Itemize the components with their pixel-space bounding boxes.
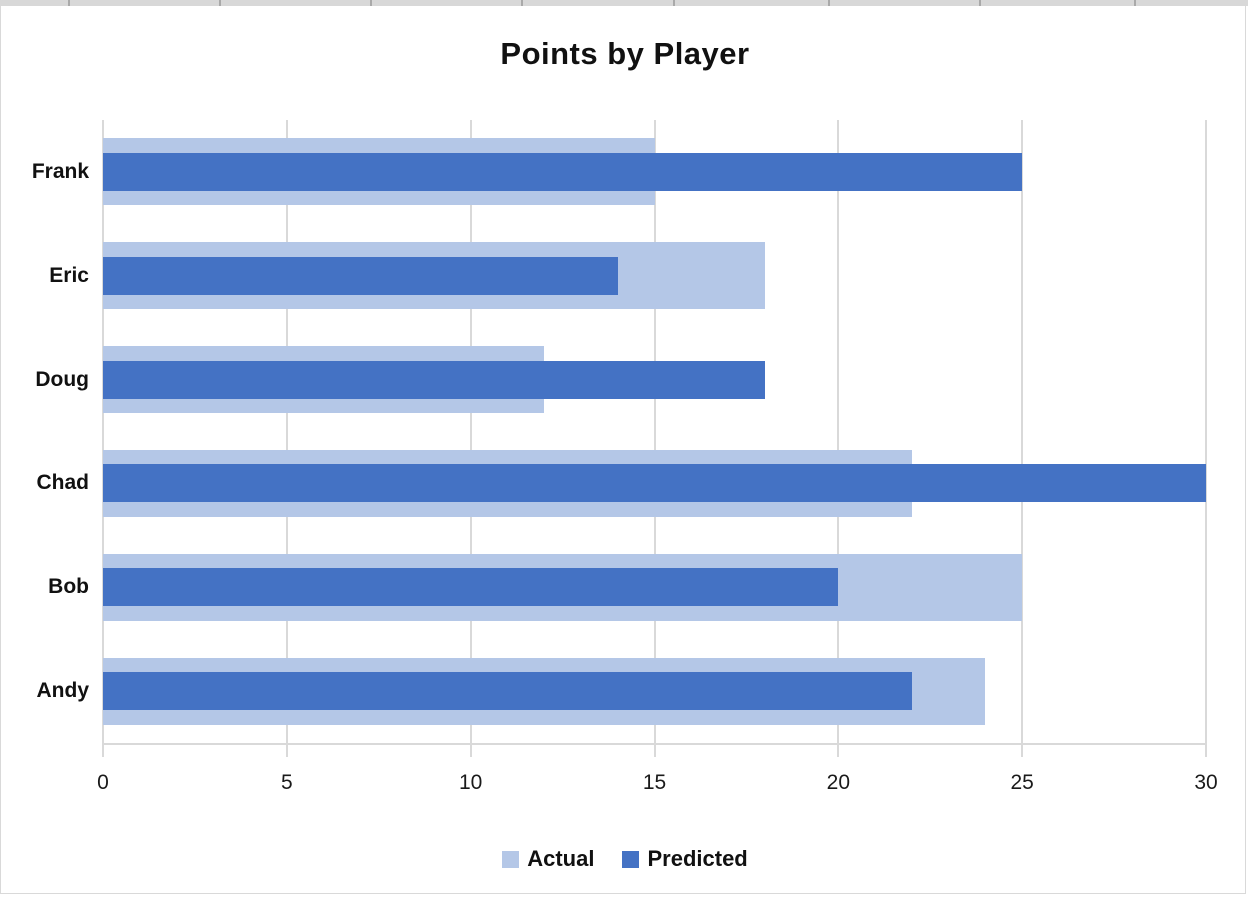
chart-title[interactable]: Points by Player [500, 36, 750, 71]
x-axis-tickmark [1205, 743, 1207, 757]
legend-label-actual: Actual [527, 846, 595, 871]
x-axis-tick-label: 20 [826, 771, 850, 794]
bar-predicted-andy[interactable] [103, 672, 912, 711]
y-axis-category-label: Bob [48, 575, 89, 599]
x-gridline [469, 120, 472, 743]
x-gridline [102, 120, 104, 743]
x-axis-tickmark [285, 743, 288, 757]
x-axis-tickmark [837, 743, 840, 757]
spreadsheet-column-separator [68, 0, 70, 6]
x-axis-tick-label: 0 [97, 771, 109, 794]
x-axis-tick-label: 10 [458, 771, 483, 794]
chart-area[interactable]: Points by Player 0 5 10 15 20 25 30 Frank Eric Do… [0, 6, 1246, 894]
x-axis-tickmark [469, 743, 472, 757]
x-axis-tick-label: 15 [642, 771, 667, 794]
spreadsheet-column-separator [521, 0, 523, 6]
bar-predicted-eric[interactable] [103, 256, 618, 295]
legend-swatch-actual [502, 850, 520, 868]
bar-predicted-chad[interactable] [103, 464, 1206, 503]
x-gridline [653, 120, 656, 743]
x-axis-tickmark [1021, 743, 1024, 757]
x-axis-tickmark [653, 743, 656, 757]
y-axis-category-label: Chad [36, 471, 90, 495]
y-axis-category-label: Eric [49, 263, 89, 287]
legend-swatch-predicted [622, 850, 640, 868]
spreadsheet-column-separator [1134, 0, 1136, 6]
x-axis-line [103, 743, 1206, 745]
spreadsheet-column-separator [673, 0, 675, 6]
legend: Actual Predicted [1, 842, 1248, 876]
bar-predicted-bob[interactable] [103, 568, 839, 607]
x-axis-tickmark [102, 743, 104, 757]
x-axis-tick-label: 30 [1194, 771, 1218, 794]
plot-area: 0 5 10 15 20 25 30 Frank Eric Doug Chad Bob Andy [1, 6, 1248, 901]
spreadsheet-column-separator [979, 0, 981, 6]
x-gridline [837, 120, 840, 743]
x-gridline [1205, 120, 1207, 743]
y-axis-category-label: Frank [31, 159, 89, 183]
x-axis-tick-label: 5 [280, 771, 293, 794]
y-axis-category-label: Andy [36, 679, 90, 703]
x-gridline [285, 120, 288, 743]
bar-predicted-frank[interactable] [103, 152, 1023, 191]
legend-item-actual[interactable]: Actual [502, 846, 594, 872]
x-gridline [1021, 120, 1024, 743]
spreadsheet-column-separator [370, 0, 372, 6]
spreadsheet-column-separator [219, 0, 221, 6]
spreadsheet-column-separator [828, 0, 830, 6]
legend-item-predicted[interactable]: Predicted [622, 846, 748, 872]
legend-label-predicted: Predicted [647, 846, 748, 871]
spreadsheet-edge-strip [0, 0, 1248, 6]
y-axis-category-label: Doug [35, 367, 89, 391]
x-axis-tick-label: 25 [1010, 771, 1034, 794]
bar-predicted-doug[interactable] [103, 360, 765, 399]
